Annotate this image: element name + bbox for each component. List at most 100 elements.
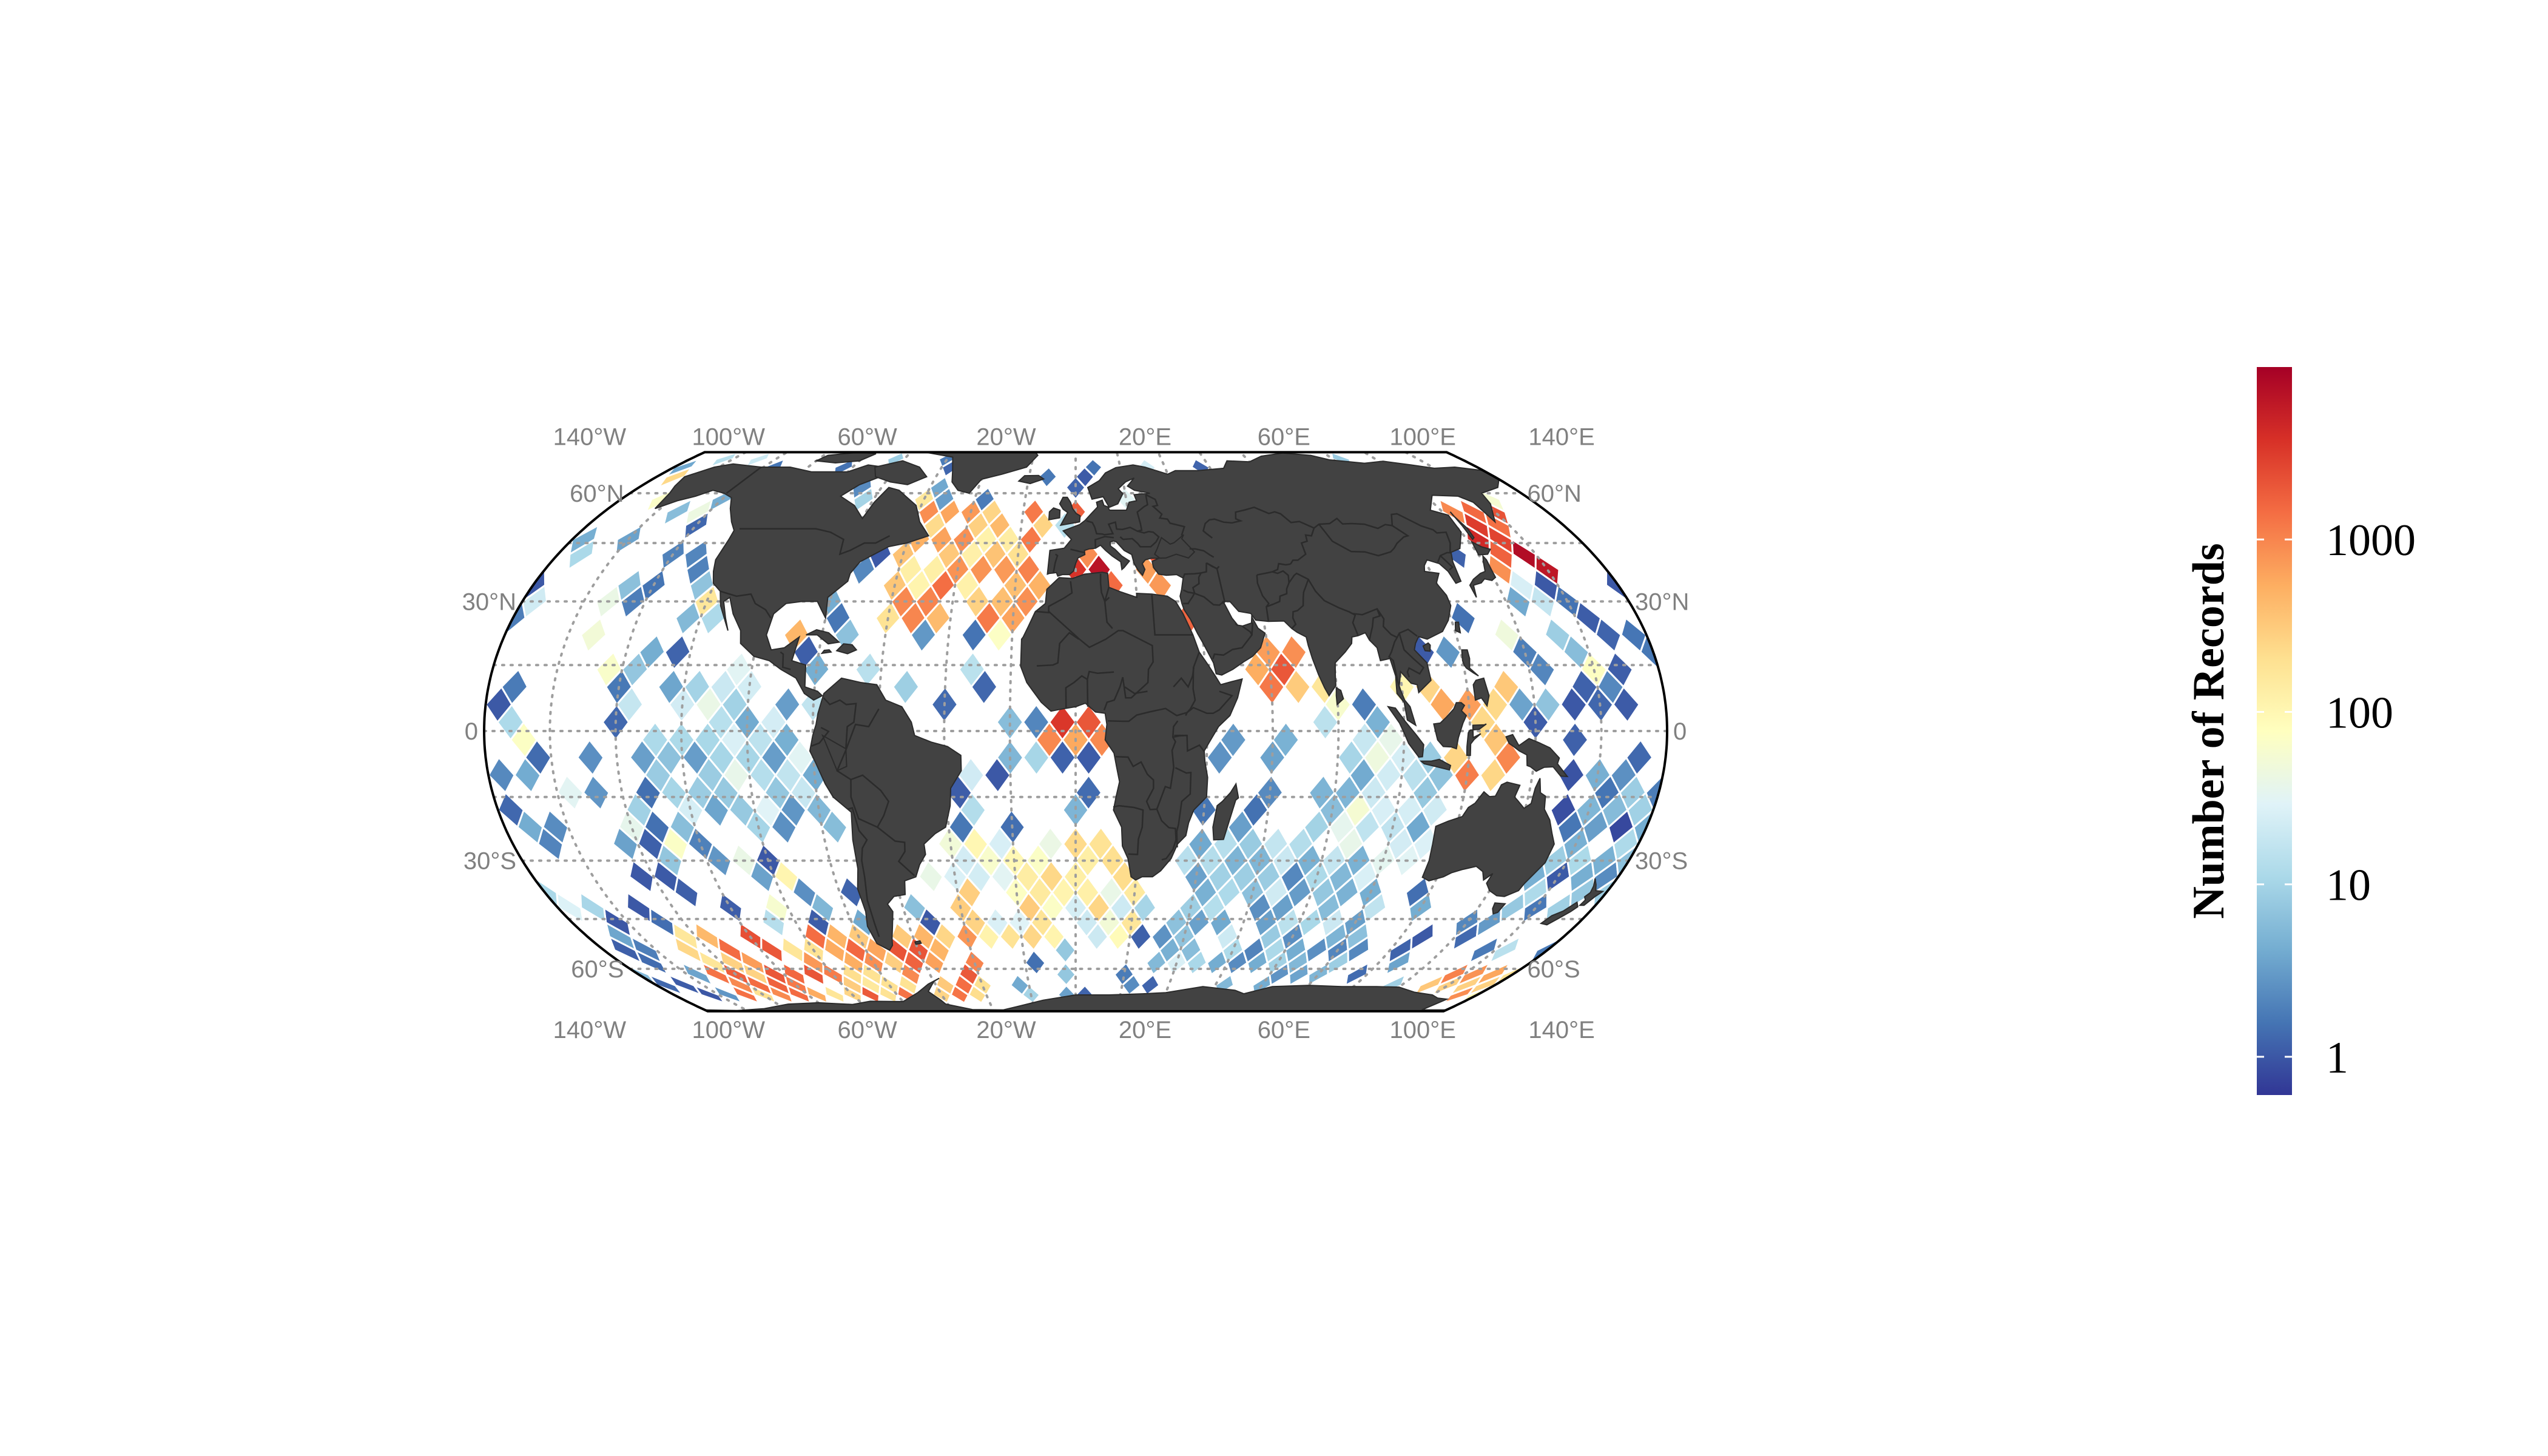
record-cell — [1492, 667, 1521, 706]
country-border — [1124, 686, 1148, 695]
graticule-meridian — [811, 452, 915, 1011]
record-cell — [1187, 825, 1215, 863]
lat-label-right: 30°N — [1635, 588, 1689, 615]
record-cell — [656, 667, 686, 706]
country-border — [1235, 622, 1239, 627]
lat-label-right: 30°S — [1635, 848, 1688, 875]
country-border — [1094, 536, 1114, 548]
country-border — [1288, 572, 1310, 629]
country-border — [726, 467, 762, 494]
lon-label-top: 140°W — [553, 423, 627, 450]
country-border — [811, 727, 830, 747]
country-border — [1108, 690, 1233, 723]
country-border — [1182, 572, 1202, 595]
lat-label-left: 30°N — [462, 588, 516, 615]
land-polygon — [1048, 507, 1061, 521]
record-cell — [890, 921, 914, 952]
record-cell — [576, 738, 605, 777]
country-border — [740, 528, 891, 556]
land-polygon — [1020, 571, 1243, 881]
land-polygon — [1578, 878, 1605, 906]
graticule-meridian — [1358, 452, 1537, 1011]
lon-label-top: 140°E — [1528, 423, 1594, 450]
country-border — [1115, 720, 1179, 811]
record-cell — [1549, 791, 1578, 829]
land-polygon — [914, 940, 922, 945]
land-polygon — [1461, 649, 1479, 677]
country-border — [1070, 548, 1085, 554]
lon-label-bottom: 100°W — [692, 1017, 766, 1043]
record-cell — [1074, 774, 1103, 812]
land-polygon — [1386, 706, 1424, 758]
globe-outline — [482, 451, 1669, 1013]
country-border — [1205, 562, 1220, 570]
graticule-meridian — [548, 452, 753, 1011]
lon-label-top: 100°W — [692, 423, 766, 450]
record-cell — [1219, 720, 1248, 760]
record-cell — [1449, 599, 1477, 637]
country-border — [1318, 524, 1410, 557]
land-polygon — [1492, 902, 1506, 915]
longitude-labels-bottom: 140°W 100°W 60°W 20°W 20°E 60°E 100°E 140°E — [553, 1017, 1595, 1043]
land-polygon — [806, 629, 841, 645]
land-polygon — [1469, 554, 1497, 598]
land-polygon — [1466, 723, 1487, 757]
lat-label-left: 30°S — [463, 848, 516, 875]
record-cell — [542, 808, 570, 846]
longitude-labels-top: 140°W 100°W 60°W 20°W 20°E 60°E 100°E 140°E — [553, 423, 1595, 450]
land-polygon — [1421, 778, 1555, 897]
country-border — [1202, 506, 1315, 539]
country-border — [1313, 513, 1451, 563]
legend-tick-label: 10 — [2326, 861, 2371, 911]
record-cell — [917, 859, 945, 894]
record-cell — [707, 452, 740, 470]
country-border — [1065, 670, 1114, 709]
country-border — [1173, 735, 1187, 738]
legend-tick-label: 100 — [2326, 688, 2393, 738]
land-polygon — [1422, 642, 1431, 652]
lon-label-bottom: 60°W — [838, 1017, 897, 1043]
lon-label-bottom: 100°E — [1390, 1017, 1456, 1043]
country-border — [1256, 575, 1270, 622]
country-border — [1182, 562, 1207, 579]
record-cell — [568, 523, 600, 556]
land-polygon — [1419, 758, 1452, 771]
lon-label-bottom: 140°E — [1528, 1017, 1594, 1043]
record-cell — [1009, 973, 1031, 997]
record-cell — [638, 633, 666, 671]
record-cell — [1493, 616, 1521, 654]
record-cell — [985, 906, 1010, 939]
country-border — [1440, 554, 1454, 571]
record-cell — [1583, 756, 1612, 795]
country-border — [851, 774, 890, 828]
legend-color-bar — [2257, 367, 2292, 1095]
legend-title: Number of Records — [2184, 543, 2234, 918]
record-cell — [1605, 650, 1634, 689]
country-border — [1086, 494, 1148, 536]
lon-label-top: 20°W — [976, 423, 1036, 450]
record-cell — [595, 650, 624, 689]
country-border — [1113, 804, 1144, 855]
record-cell — [1454, 906, 1480, 939]
record-cell — [902, 891, 928, 925]
record-cell — [1457, 497, 1489, 527]
lon-label-bottom: 60°E — [1258, 1017, 1310, 1043]
record-cell — [764, 891, 789, 925]
land-polygon — [925, 452, 1039, 494]
record-cell — [500, 667, 529, 706]
record-cell — [1307, 774, 1336, 812]
record-cell — [957, 650, 986, 689]
record-cell — [497, 791, 525, 829]
record-cell — [582, 774, 610, 812]
land-polygon — [1449, 511, 1475, 541]
lon-label-bottom: 140°W — [553, 1017, 627, 1043]
record-cell — [892, 667, 920, 706]
country-border — [1053, 553, 1059, 573]
record-cell — [1488, 935, 1522, 965]
land-polygon — [814, 452, 877, 464]
record-cell — [1543, 616, 1572, 654]
record-cell — [664, 633, 692, 671]
country-border — [847, 807, 880, 937]
country-border — [1151, 595, 1193, 636]
land-polygon — [835, 643, 858, 655]
